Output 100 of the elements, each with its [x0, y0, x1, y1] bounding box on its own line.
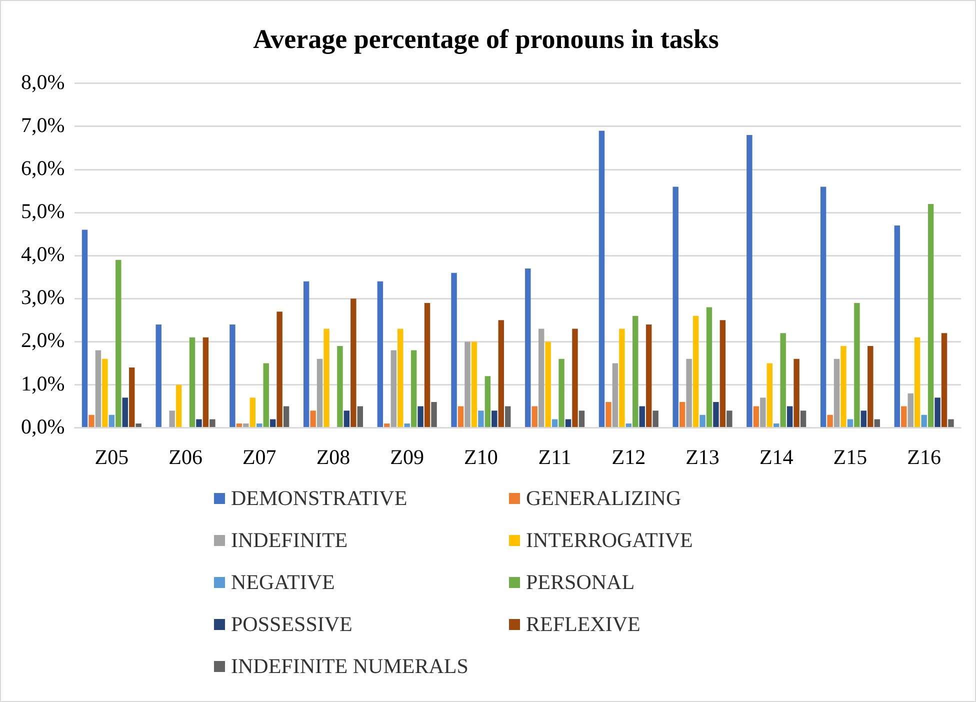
bar	[210, 419, 216, 428]
bar	[706, 307, 712, 428]
bar	[156, 324, 162, 428]
bar	[686, 358, 692, 428]
bar	[256, 423, 262, 428]
bar	[498, 320, 504, 428]
bar	[847, 419, 854, 428]
bar	[525, 268, 531, 428]
bar	[774, 423, 780, 428]
bar	[129, 368, 135, 428]
bar	[766, 363, 772, 428]
bar	[492, 410, 498, 428]
bar	[136, 423, 142, 428]
bar	[713, 402, 719, 428]
bar	[598, 130, 605, 428]
y-tick-label: 0,0%	[20, 414, 65, 438]
x-tick-label: Z08	[316, 444, 350, 469]
bar	[196, 419, 202, 428]
y-tick-label: 2,0%	[20, 328, 65, 352]
bar	[646, 324, 652, 428]
bar	[894, 225, 900, 428]
x-tick-label: Z15	[833, 444, 868, 469]
bar	[639, 406, 645, 428]
bar	[451, 272, 457, 428]
bar	[827, 414, 833, 428]
bar	[471, 342, 478, 428]
x-tick-label: Z05	[94, 444, 129, 469]
legend-label: INDEFINITE NUMERALS	[231, 654, 468, 678]
x-tick-label: Z12	[612, 444, 646, 469]
bar	[908, 393, 914, 428]
bar	[484, 376, 491, 428]
bar	[840, 346, 846, 428]
x-tick-label: Z06	[168, 444, 202, 469]
bar	[310, 410, 316, 428]
x-tick-label: Z07	[242, 444, 276, 469]
bar	[357, 406, 364, 428]
bar	[820, 186, 826, 428]
bar	[572, 328, 578, 428]
bar	[652, 410, 658, 428]
bar	[350, 298, 356, 428]
x-tick-label: Z16	[907, 444, 941, 469]
bar	[398, 328, 404, 428]
bar	[552, 419, 558, 428]
bar	[934, 398, 940, 428]
x-tick-label: Z13	[686, 444, 720, 469]
bar	[324, 328, 330, 428]
bar	[532, 406, 538, 428]
bar	[760, 398, 766, 428]
bar	[431, 402, 437, 428]
bar	[384, 423, 390, 428]
y-tick-label: 1,0%	[20, 371, 65, 396]
legend-label: INDEFINITE	[231, 528, 348, 552]
bar	[868, 346, 874, 428]
bar	[236, 423, 242, 428]
bar	[800, 410, 806, 428]
bar	[941, 333, 948, 428]
y-tick-label: 8,0%	[20, 70, 65, 94]
legend-label: REFLEXIVE	[526, 612, 640, 636]
bar	[390, 350, 396, 428]
legend-label: GENERALIZING	[526, 486, 682, 510]
bar	[283, 406, 290, 428]
x-tick-label: Z14	[759, 444, 794, 469]
bar	[700, 414, 706, 428]
bar	[619, 328, 625, 428]
bar	[921, 414, 927, 428]
bar	[108, 414, 115, 428]
bar	[578, 410, 585, 428]
bar	[914, 337, 920, 428]
bar	[102, 358, 108, 428]
bar	[505, 406, 511, 428]
legend-label: DEMONSTRATIVE	[231, 486, 408, 510]
bar	[116, 260, 122, 428]
bar	[794, 358, 800, 428]
bar	[726, 410, 732, 428]
legend-label: NEGATIVE	[231, 570, 335, 594]
bar	[464, 342, 470, 428]
bar	[606, 402, 612, 428]
bar	[672, 186, 678, 428]
bar	[243, 423, 249, 428]
bar	[169, 410, 175, 428]
legend-label: POSSESSIVE	[231, 612, 352, 636]
bar	[202, 337, 209, 428]
bar	[424, 302, 430, 428]
bar	[928, 204, 934, 428]
bar	[860, 410, 867, 428]
bar	[230, 324, 236, 428]
bar	[122, 398, 128, 428]
x-tick-label: Z10	[464, 444, 498, 469]
bar	[545, 342, 551, 428]
bar	[565, 419, 572, 428]
bar	[88, 414, 94, 428]
bar	[377, 281, 384, 428]
bar	[250, 398, 256, 428]
y-tick-label: 6,0%	[20, 156, 65, 180]
bar	[786, 406, 793, 428]
chart-title: Average percentage of pronouns in tasks	[253, 24, 719, 54]
bar	[303, 281, 310, 428]
bar	[753, 406, 760, 428]
bar	[746, 135, 752, 428]
bar	[478, 410, 484, 428]
